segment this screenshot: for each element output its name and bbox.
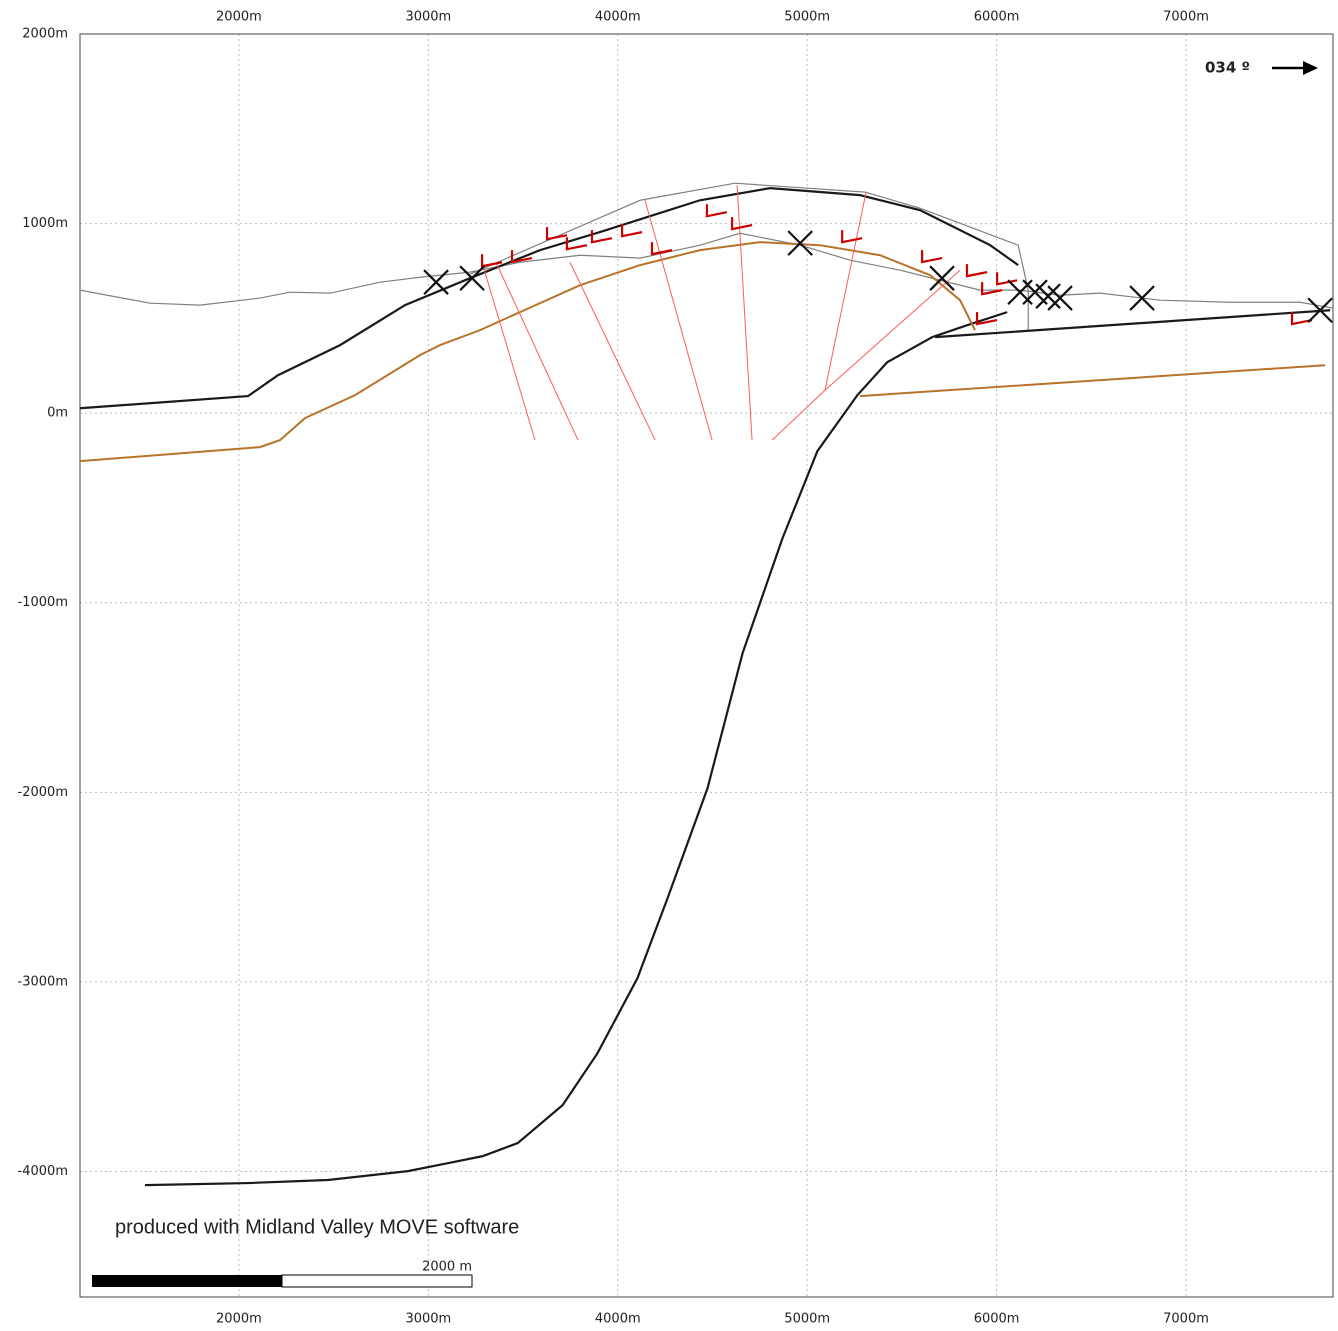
scale-bar-label: 2000 m [422, 1260, 472, 1275]
dip-symbol [842, 230, 862, 242]
x-tick-label: 7000m [1163, 1312, 1209, 1327]
credit: produced with Midland Valley MOVE softwa… [115, 1216, 519, 1238]
x-marker [1130, 286, 1154, 310]
dip-symbol [482, 254, 502, 266]
x-tick-label: 2000m [216, 10, 262, 25]
x-tick-label: 4000m [595, 10, 641, 25]
x-tick-label: 2000m [216, 1312, 262, 1327]
section-line [80, 242, 975, 461]
x-tick-label: 3000m [405, 10, 451, 25]
dip-symbol [967, 264, 987, 276]
x-tick-label: 6000m [974, 10, 1020, 25]
x-marker [1048, 286, 1072, 310]
y-tick-label: -4000m [18, 1164, 68, 1179]
x-tick-label: 3000m [405, 1312, 451, 1327]
x-tick-label: 5000m [784, 10, 830, 25]
section-line [470, 183, 1028, 330]
section-line [935, 310, 1330, 337]
y-tick-label: -2000m [18, 785, 68, 800]
y-tick-label: -1000m [18, 595, 68, 610]
section-line [645, 200, 712, 440]
y-tick-label: 2000m [22, 27, 68, 42]
dip-symbol [622, 224, 642, 236]
x-tick-label: 6000m [974, 1312, 1020, 1327]
dip-symbol [997, 272, 1017, 284]
section-line [80, 233, 1333, 308]
dip-symbol [707, 204, 727, 216]
y-tick-label: -3000m [18, 974, 68, 989]
grid [80, 34, 1333, 1297]
x-tick-label: 4000m [595, 1312, 641, 1327]
y-tick-label: 1000m [22, 216, 68, 231]
section-line [825, 270, 960, 390]
section-line [737, 185, 752, 440]
scale-bar: 2000 m [92, 1260, 472, 1288]
x-marker [424, 270, 448, 294]
y-tick-label: 0m [47, 406, 68, 421]
north-arrow: 034 º [1205, 59, 1318, 77]
section-line [860, 365, 1325, 396]
direction-label: 034 º [1205, 59, 1250, 77]
dip-symbol [922, 250, 942, 262]
x-tick-label: 7000m [1163, 10, 1209, 25]
section-line [570, 262, 655, 440]
chart: 034 º produced with Midland Valley MOVE … [0, 0, 1338, 1331]
x-tick-label: 5000m [784, 1312, 830, 1327]
x-marker [460, 266, 484, 290]
